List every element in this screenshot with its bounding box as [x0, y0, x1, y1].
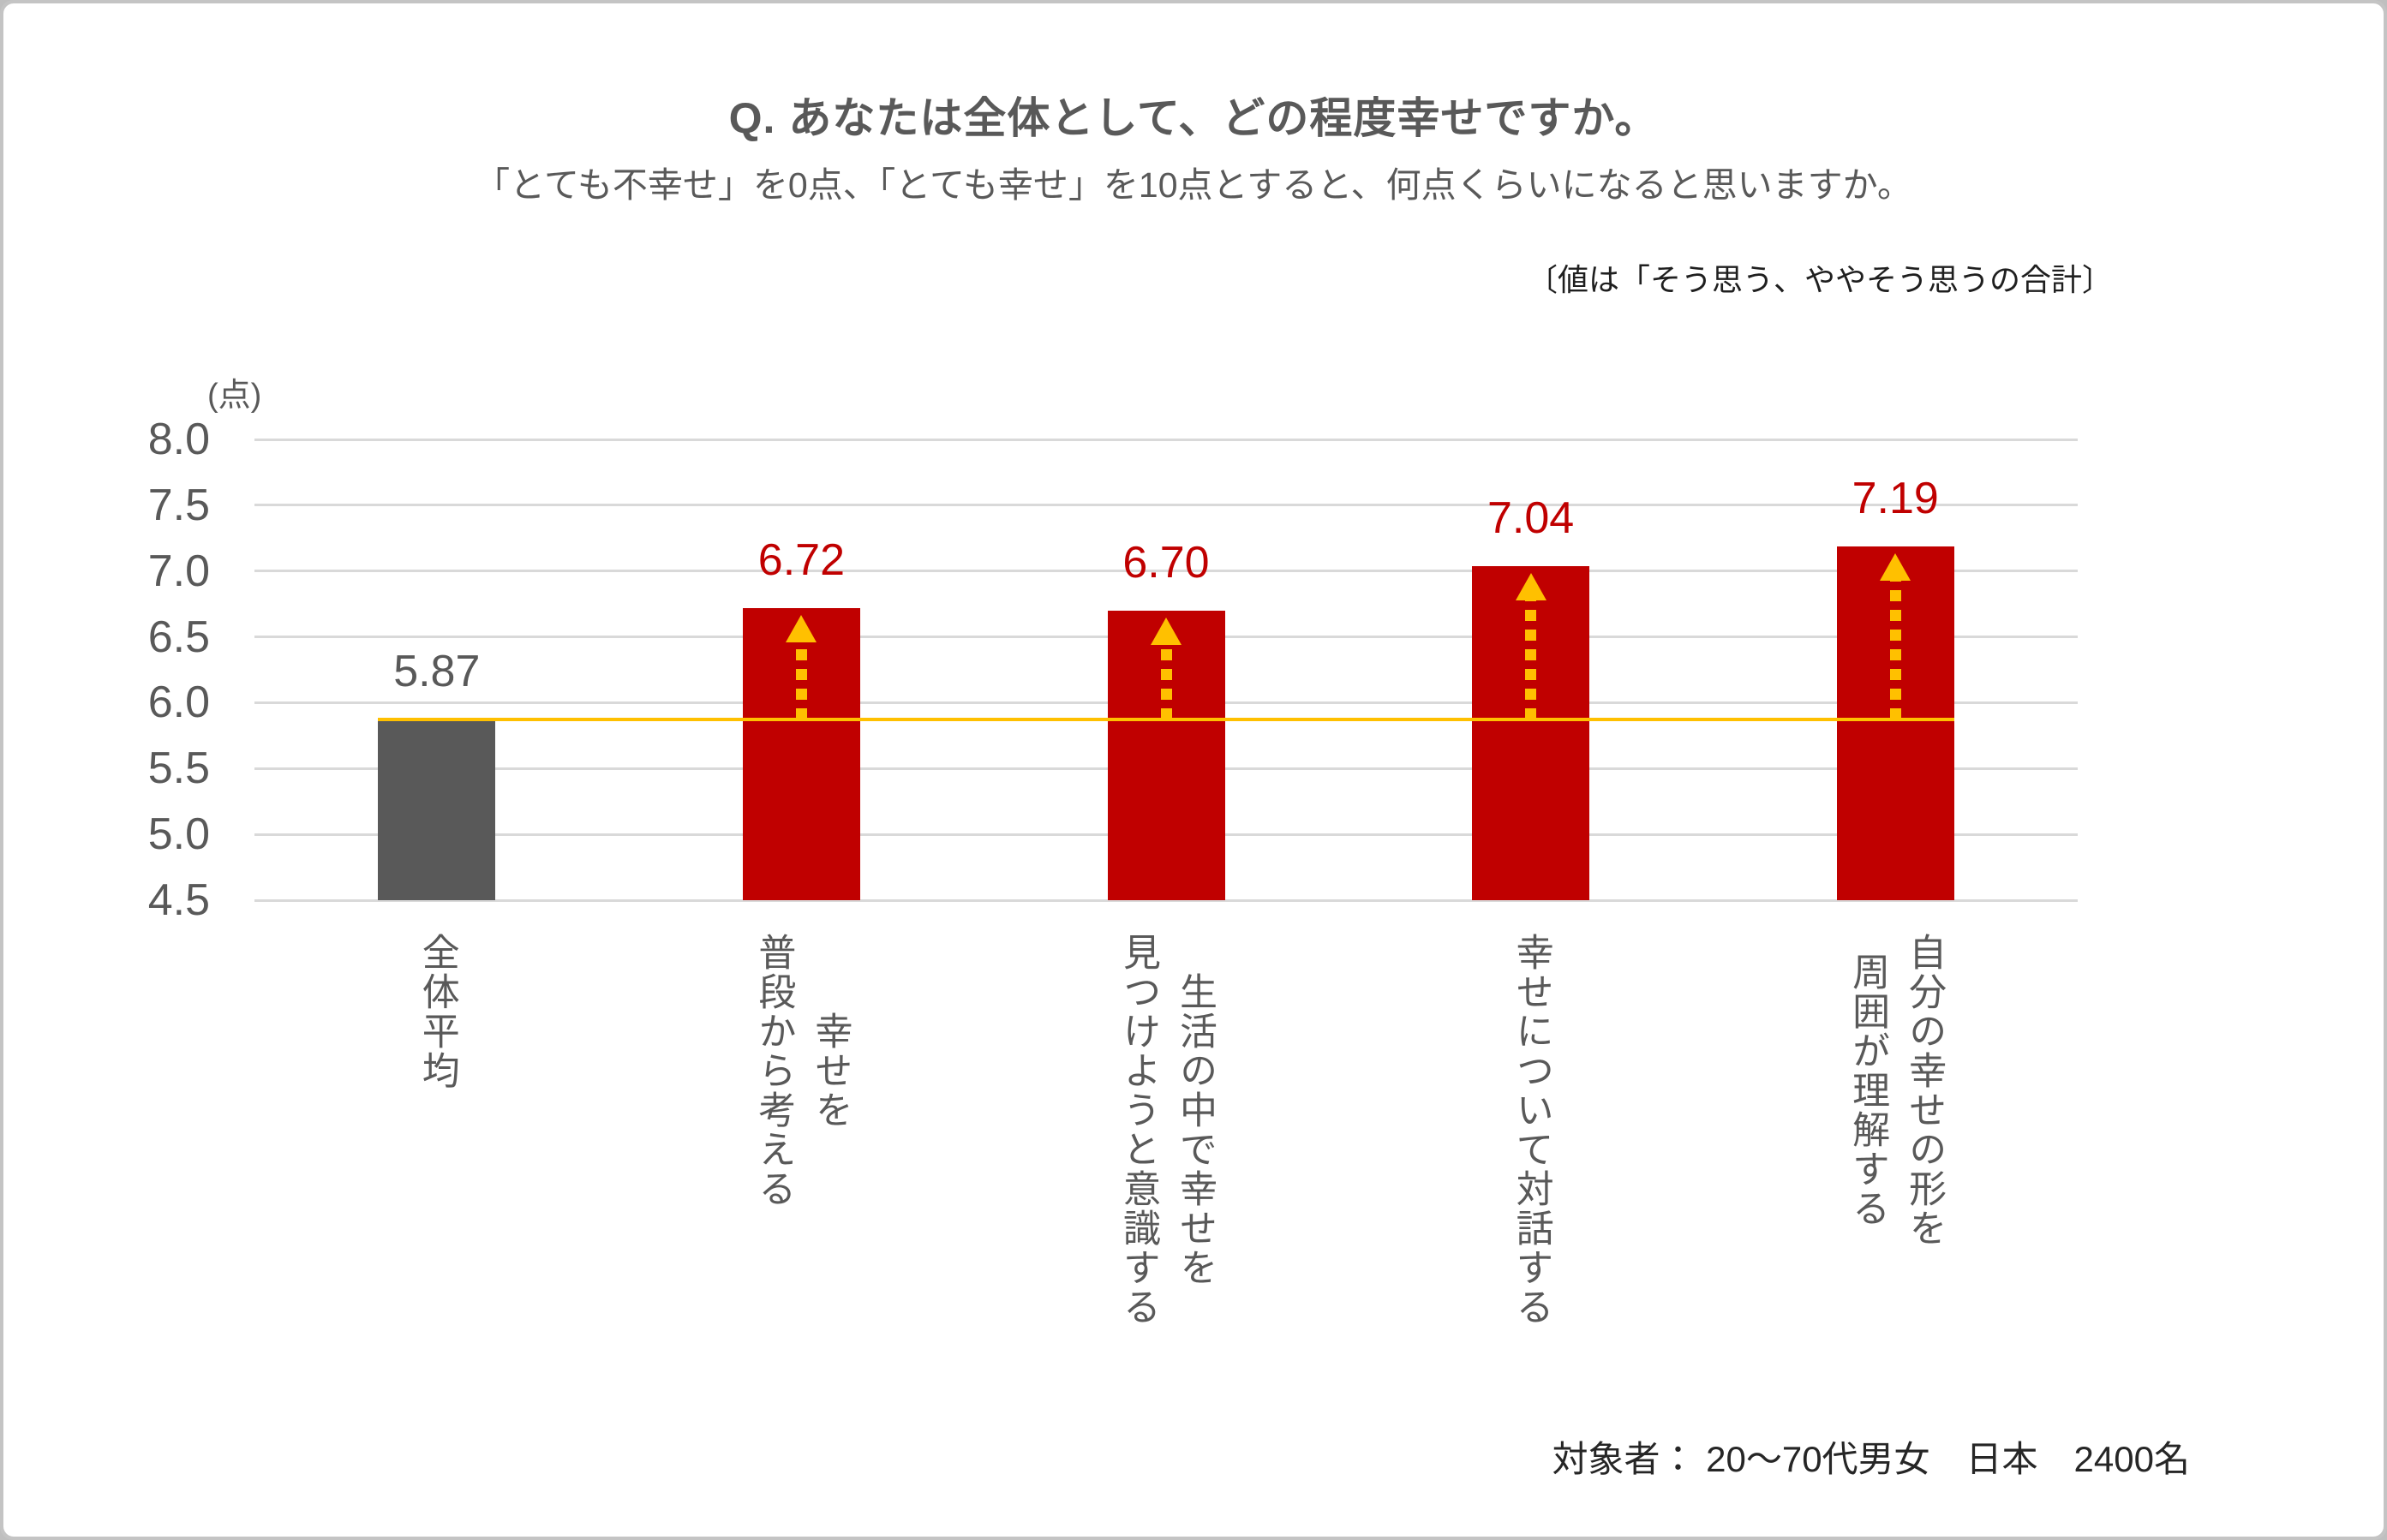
y-axis-unit-label: (点) — [207, 378, 262, 414]
category-slot: 生活の中で幸せを 見つけようと意識する — [984, 933, 1349, 1327]
chart-subtitle: 「とても不幸せ」を0点、「とても幸せ」を10点とすると、何点くらいになると思いま… — [475, 165, 1912, 205]
up-arrow-icon — [1880, 552, 1911, 720]
arrow-head — [1880, 552, 1911, 581]
category-slot: 自分の幸せの形を 周囲が理解する — [1713, 933, 2078, 1248]
category-label: 生活の中で幸せを 見つけようと意識する — [1116, 933, 1216, 1327]
gridline — [254, 898, 2078, 902]
category-label: 自分の幸せの形を 周囲が理解する — [1846, 933, 1946, 1248]
up-arrow-icon — [1515, 572, 1546, 720]
gridline — [254, 504, 2078, 507]
category-label: 幸せを 普段から考える — [752, 933, 852, 1209]
bar-value-label: 7.04 — [1487, 492, 1575, 543]
category-slot: 幸せについて対話する — [1349, 933, 1714, 1327]
baseline-line — [377, 718, 1955, 722]
sample-description: 対象者： 20～70代男女 日本 2400名 — [1552, 1439, 2190, 1479]
arrow-head — [786, 614, 817, 642]
bar-value-label: 6.72 — [757, 534, 845, 585]
category-slot: 全体平均 — [254, 933, 619, 1090]
up-arrow-icon — [786, 614, 817, 720]
arrow-dotted-shaft — [795, 642, 807, 720]
gridline — [254, 438, 2078, 441]
y-tick-label: 5.0 — [147, 809, 210, 860]
gridline — [254, 570, 2078, 573]
y-tick-label: 8.0 — [147, 415, 210, 464]
category-axis: 全体平均 幸せを 普段から考える 生活の中で幸せを 見つけようと意識する 幸せについて… — [254, 933, 2078, 1327]
y-tick-label: 7.5 — [147, 480, 210, 530]
bar-value-label: 6.70 — [1122, 537, 1210, 588]
arrow-dotted-shaft — [1889, 580, 1901, 720]
category-label: 幸せについて対話する — [1510, 933, 1552, 1327]
category-label: 全体平均 — [416, 933, 458, 1090]
bar-value-label: 5.87 — [393, 647, 481, 697]
arrow-head — [1151, 617, 1182, 645]
y-tick-label: 6.0 — [147, 677, 210, 728]
arrow-dotted-shaft — [1160, 644, 1172, 720]
y-tick-label: 4.5 — [147, 875, 210, 925]
value-definition-note: 〔値は「そう思う、ややそう思うの合計〕 — [1526, 262, 2113, 297]
y-tick-label: 6.5 — [147, 612, 210, 662]
plot-area: 8.0 7.5 7.0 6.5 6.0 5.5 5.0 4.5 5.87 6.72 6.70 7.04… — [148, 415, 2078, 925]
bar — [378, 719, 496, 900]
arrow-head — [1515, 572, 1546, 600]
y-tick-label: 5.5 — [147, 743, 210, 794]
chart-title: Q. あなたは全体として、どの程度幸せですか。 — [728, 94, 1659, 142]
category-slot: 幸せを 普段から考える — [619, 933, 984, 1209]
y-tick-label: 7.0 — [147, 546, 210, 596]
up-arrow-icon — [1151, 617, 1182, 720]
bar-value-label: 7.19 — [1852, 473, 1939, 523]
arrow-dotted-shaft — [1525, 600, 1537, 720]
